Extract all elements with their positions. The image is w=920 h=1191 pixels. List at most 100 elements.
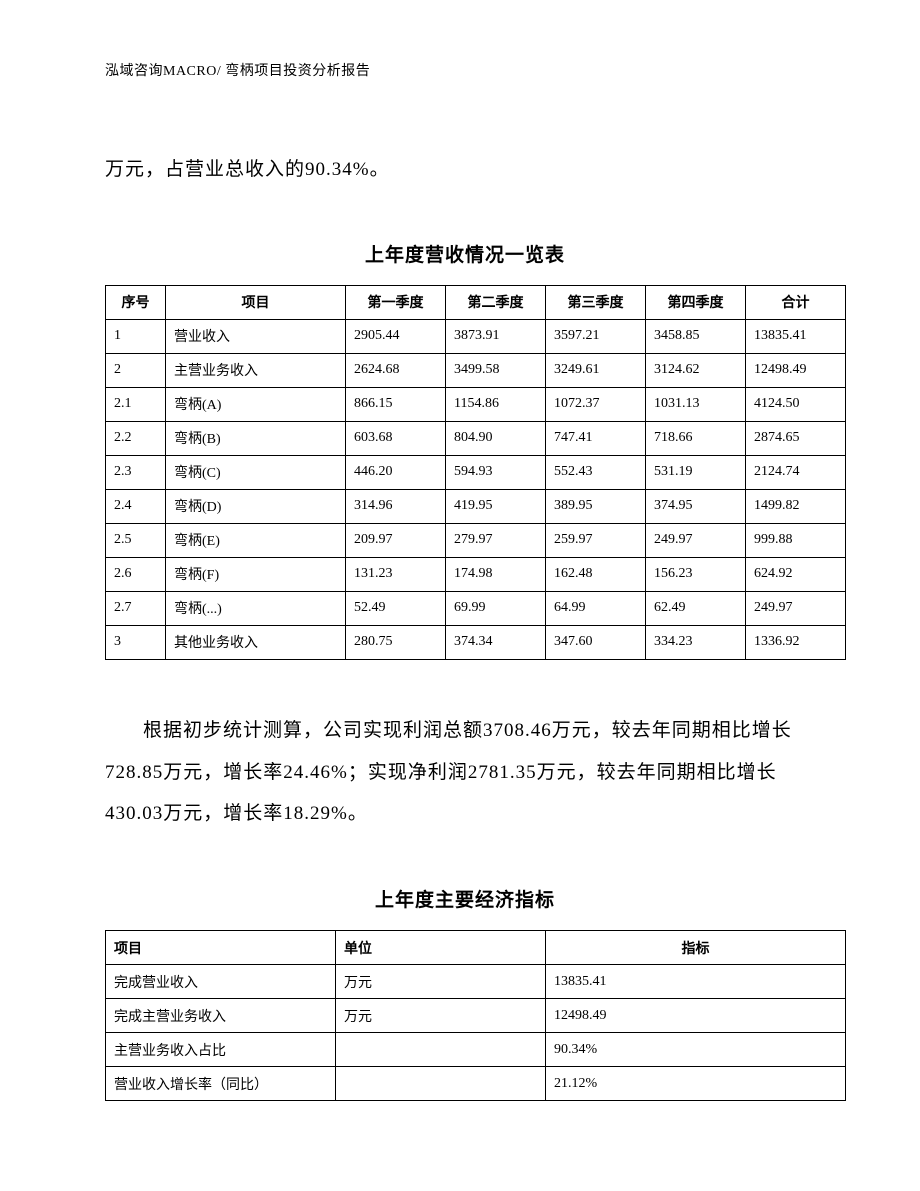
- table-row: 2.5弯柄(E)209.97279.97259.97249.97999.88: [106, 523, 846, 557]
- revenue-tbody: 1营业收入2905.443873.913597.213458.8513835.4…: [106, 319, 846, 659]
- cell: 13835.41: [546, 965, 846, 999]
- cell: 1499.82: [746, 489, 846, 523]
- cell: 2624.68: [346, 353, 446, 387]
- cell: 弯柄(A): [166, 387, 346, 421]
- cell: 2.7: [106, 591, 166, 625]
- table-row: 2.1弯柄(A)866.151154.861072.371031.134124.…: [106, 387, 846, 421]
- cell: 3873.91: [446, 319, 546, 353]
- table-row: 3其他业务收入280.75374.34347.60334.231336.92: [106, 625, 846, 659]
- cell: 69.99: [446, 591, 546, 625]
- cell: 804.90: [446, 421, 546, 455]
- revenue-header-row: 序号 项目 第一季度 第二季度 第三季度 第四季度 合计: [106, 285, 846, 319]
- indicators-header-row: 项目 单位 指标: [106, 931, 846, 965]
- cell: 374.34: [446, 625, 546, 659]
- cell: 747.41: [546, 421, 646, 455]
- table-row: 2主营业务收入2624.683499.583249.613124.6212498…: [106, 353, 846, 387]
- cell: 347.60: [546, 625, 646, 659]
- cell: 4124.50: [746, 387, 846, 421]
- cell: 389.95: [546, 489, 646, 523]
- indicators-tbody: 完成营业收入万元13835.41 完成主营业务收入万元12498.49 主营业务…: [106, 965, 846, 1101]
- table-row: 主营业务收入占比 90.34%: [106, 1033, 846, 1067]
- th-project: 项目: [106, 931, 336, 965]
- table-row: 营业收入增长率（同比） 21.12%: [106, 1067, 846, 1101]
- cell: 2905.44: [346, 319, 446, 353]
- cell: 131.23: [346, 557, 446, 591]
- cell: 2.3: [106, 455, 166, 489]
- cell: 259.97: [546, 523, 646, 557]
- cell: 162.48: [546, 557, 646, 591]
- cell: 249.97: [646, 523, 746, 557]
- cell: 弯柄(F): [166, 557, 346, 591]
- indicators-thead: 项目 单位 指标: [106, 931, 846, 965]
- cell: 3249.61: [546, 353, 646, 387]
- cell: 13835.41: [746, 319, 846, 353]
- cell: 446.20: [346, 455, 446, 489]
- cell: 866.15: [346, 387, 446, 421]
- table1-title: 上年度营收情况一览表: [105, 240, 825, 267]
- cell: 552.43: [546, 455, 646, 489]
- table-row: 2.7弯柄(...)52.4969.9964.9962.49249.97: [106, 591, 846, 625]
- cell: 弯柄(B): [166, 421, 346, 455]
- cell: 718.66: [646, 421, 746, 455]
- cell: 531.19: [646, 455, 746, 489]
- cell: 209.97: [346, 523, 446, 557]
- cell: 2: [106, 353, 166, 387]
- intro-text: 万元，占营业总收入的90.34%。: [105, 150, 825, 190]
- cell: [336, 1033, 546, 1067]
- revenue-table: 序号 项目 第一季度 第二季度 第三季度 第四季度 合计 1营业收入2905.4…: [105, 285, 846, 660]
- cell: 3458.85: [646, 319, 746, 353]
- cell: 主营业务收入: [166, 353, 346, 387]
- cell: 249.97: [746, 591, 846, 625]
- indicators-table: 项目 单位 指标 完成营业收入万元13835.41 完成主营业务收入万元1249…: [105, 930, 846, 1101]
- cell: 624.92: [746, 557, 846, 591]
- th-total: 合计: [746, 285, 846, 319]
- cell: 其他业务收入: [166, 625, 346, 659]
- cell: 2.6: [106, 557, 166, 591]
- cell: 弯柄(...): [166, 591, 346, 625]
- table2-title: 上年度主要经济指标: [105, 885, 825, 912]
- cell: 12498.49: [546, 999, 846, 1033]
- cell: 2.4: [106, 489, 166, 523]
- table-row: 完成营业收入万元13835.41: [106, 965, 846, 999]
- table-row: 2.4弯柄(D)314.96419.95389.95374.951499.82: [106, 489, 846, 523]
- cell: 营业收入增长率（同比）: [106, 1067, 336, 1101]
- cell: 1: [106, 319, 166, 353]
- cell: 万元: [336, 965, 546, 999]
- revenue-thead: 序号 项目 第一季度 第二季度 第三季度 第四季度 合计: [106, 285, 846, 319]
- cell: 374.95: [646, 489, 746, 523]
- cell: 营业收入: [166, 319, 346, 353]
- cell: 2874.65: [746, 421, 846, 455]
- page-header: 泓域咨询MACRO/ 弯柄项目投资分析报告: [105, 60, 825, 80]
- cell: 弯柄(D): [166, 489, 346, 523]
- cell: 594.93: [446, 455, 546, 489]
- analysis-paragraph: 根据初步统计测算，公司实现利润总额3708.46万元，较去年同期相比增长728.…: [105, 710, 825, 835]
- cell: 21.12%: [546, 1067, 846, 1101]
- cell: 3499.58: [446, 353, 546, 387]
- cell: 主营业务收入占比: [106, 1033, 336, 1067]
- cell: 12498.49: [746, 353, 846, 387]
- table-row: 2.3弯柄(C)446.20594.93552.43531.192124.74: [106, 455, 846, 489]
- cell: 314.96: [346, 489, 446, 523]
- cell: 2.2: [106, 421, 166, 455]
- cell: [336, 1067, 546, 1101]
- cell: 156.23: [646, 557, 746, 591]
- th-q1: 第一季度: [346, 285, 446, 319]
- th-item: 项目: [166, 285, 346, 319]
- th-q2: 第二季度: [446, 285, 546, 319]
- cell: 3124.62: [646, 353, 746, 387]
- cell: 90.34%: [546, 1033, 846, 1067]
- cell: 完成主营业务收入: [106, 999, 336, 1033]
- cell: 1154.86: [446, 387, 546, 421]
- table-row: 1营业收入2905.443873.913597.213458.8513835.4…: [106, 319, 846, 353]
- th-q3: 第三季度: [546, 285, 646, 319]
- cell: 万元: [336, 999, 546, 1033]
- th-seq: 序号: [106, 285, 166, 319]
- cell: 1072.37: [546, 387, 646, 421]
- cell: 3597.21: [546, 319, 646, 353]
- cell: 999.88: [746, 523, 846, 557]
- th-value: 指标: [546, 931, 846, 965]
- cell: 334.23: [646, 625, 746, 659]
- table-row: 2.2弯柄(B)603.68804.90747.41718.662874.65: [106, 421, 846, 455]
- cell: 弯柄(E): [166, 523, 346, 557]
- cell: 3: [106, 625, 166, 659]
